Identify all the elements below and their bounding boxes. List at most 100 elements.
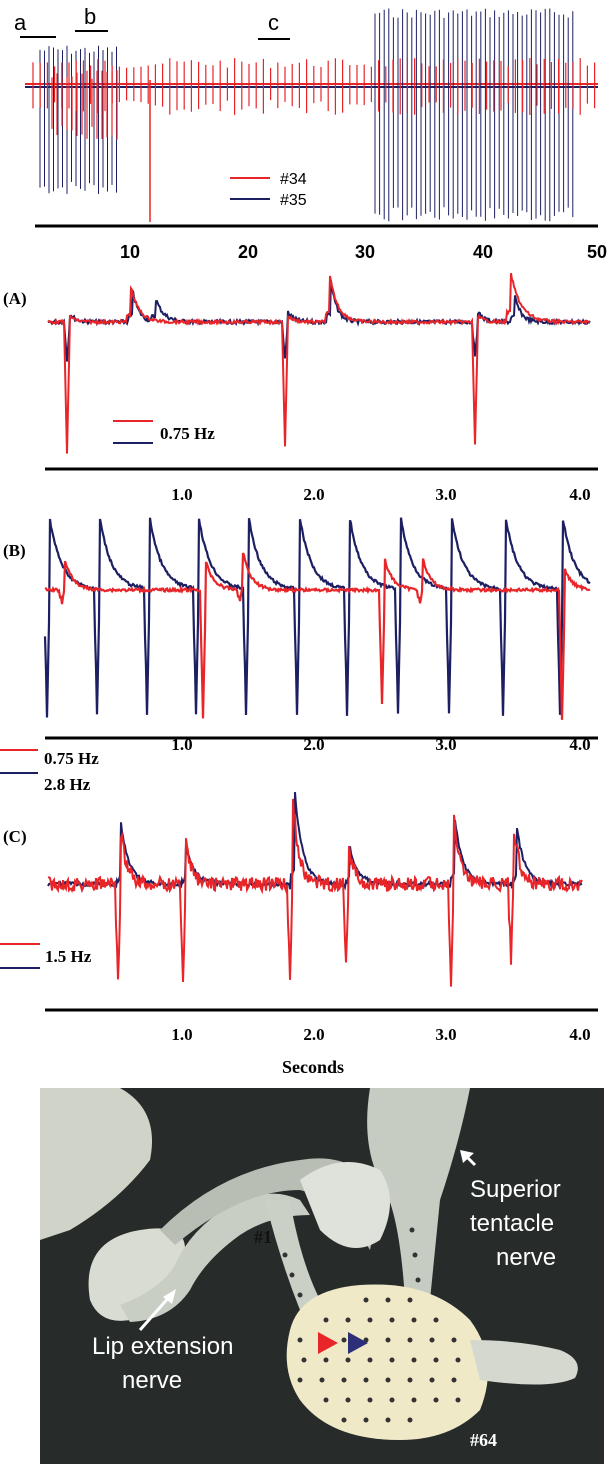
electrode <box>389 1357 395 1363</box>
photo-label: nerve <box>122 1367 182 1394</box>
x-tick-label: 3.0 <box>435 735 456 754</box>
panel-label: (B) <box>3 541 26 560</box>
arrow-head <box>163 1289 176 1304</box>
electrode <box>389 1317 395 1323</box>
x-tick-label: 50 <box>587 242 607 262</box>
electrode <box>411 1397 417 1403</box>
electrode <box>429 1377 435 1383</box>
electrode <box>323 1357 329 1363</box>
x-tick-label: 40 <box>473 242 493 262</box>
electrode <box>341 1337 347 1343</box>
legend-label: 2.8 Hz <box>44 775 91 794</box>
panel-label: (C) <box>3 827 27 846</box>
electrode <box>429 1337 435 1343</box>
x-tick-label: 2.0 <box>303 1025 324 1044</box>
electrode <box>341 1377 347 1383</box>
electrode <box>289 1272 295 1278</box>
electrode-label: #1 <box>254 1227 272 1247</box>
electrode <box>345 1357 351 1363</box>
electrode <box>363 1377 369 1383</box>
x-tick-label: 30 <box>355 242 375 262</box>
electrode <box>411 1317 417 1323</box>
electrode <box>407 1417 413 1423</box>
electrode-label: #64 <box>470 1430 497 1450</box>
photo-label: nerve <box>496 1244 556 1271</box>
trace <box>44 552 591 720</box>
marker-label: a <box>14 10 27 35</box>
panel-label: (A) <box>3 289 27 308</box>
electrode <box>385 1297 391 1303</box>
electrode <box>297 1292 303 1298</box>
marker-label: c <box>268 10 279 35</box>
x-tick-label: 4.0 <box>569 485 590 504</box>
electrode <box>282 1252 288 1258</box>
x-tick-label: 3.0 <box>435 485 456 504</box>
legend-label: #34 <box>280 171 307 188</box>
electrode <box>385 1377 391 1383</box>
electrode <box>411 1357 417 1363</box>
electrode <box>407 1377 413 1383</box>
photo-label: tentacle <box>470 1210 554 1237</box>
photo-label: Superior <box>470 1176 561 1203</box>
legend-label: #35 <box>280 192 307 209</box>
x-tick-label: 1.0 <box>171 735 192 754</box>
electrode <box>455 1397 461 1403</box>
electrode <box>433 1317 439 1323</box>
x-tick-label: 3.0 <box>435 1025 456 1044</box>
electrode <box>409 1227 415 1233</box>
x-tick-label: 20 <box>238 242 258 262</box>
legend-label: 1.5 Hz <box>45 947 92 966</box>
marker-label: b <box>84 4 96 29</box>
tissue <box>40 1088 152 1240</box>
trace <box>43 517 591 718</box>
electrode <box>407 1337 413 1343</box>
electrode <box>451 1337 457 1343</box>
nerve <box>470 1340 578 1385</box>
electrode <box>407 1297 413 1303</box>
legend-label: 0.75 Hz <box>44 749 99 768</box>
x-tick-label: 1.0 <box>171 485 192 504</box>
electrode <box>385 1417 391 1423</box>
electrode <box>367 1397 373 1403</box>
electrode <box>363 1297 369 1303</box>
electrode-marker <box>348 1332 368 1354</box>
electrode <box>433 1357 439 1363</box>
traces <box>47 272 591 454</box>
electrode <box>323 1397 329 1403</box>
electrode <box>385 1337 391 1343</box>
electrode-grid <box>282 1227 461 1423</box>
arrow-head <box>460 1150 474 1163</box>
electrode <box>412 1252 418 1258</box>
traces <box>47 792 583 987</box>
photo: Superior tentacle nerve Lip extension ne… <box>40 1088 604 1464</box>
traces <box>25 8 598 222</box>
electrode <box>297 1337 303 1343</box>
tissue <box>120 1193 310 1322</box>
trace <box>47 272 590 454</box>
electrode <box>367 1317 373 1323</box>
electrode-marker <box>318 1332 338 1354</box>
electrode <box>341 1417 347 1423</box>
electrode <box>415 1277 421 1283</box>
trace <box>47 798 583 987</box>
electrode <box>367 1357 373 1363</box>
tissue <box>300 1162 390 1248</box>
electrode <box>389 1397 395 1403</box>
nerve <box>265 1200 320 1310</box>
trace <box>47 792 583 891</box>
electrode <box>451 1377 457 1383</box>
nerve <box>367 1088 470 1300</box>
arrow <box>138 1295 172 1331</box>
electrode <box>363 1417 369 1423</box>
electrode <box>455 1357 461 1363</box>
electrode <box>433 1397 439 1403</box>
electrode <box>345 1317 351 1323</box>
x-tick-label: 2.0 <box>303 735 324 754</box>
axis-title: Seconds <box>282 1057 344 1077</box>
legend-label: 0.75 Hz <box>160 424 215 443</box>
x-tick-label: 2.0 <box>303 485 324 504</box>
x-tick-label: 1.0 <box>171 1025 192 1044</box>
x-tick-label: 4.0 <box>569 1025 590 1044</box>
electrode <box>297 1377 303 1383</box>
